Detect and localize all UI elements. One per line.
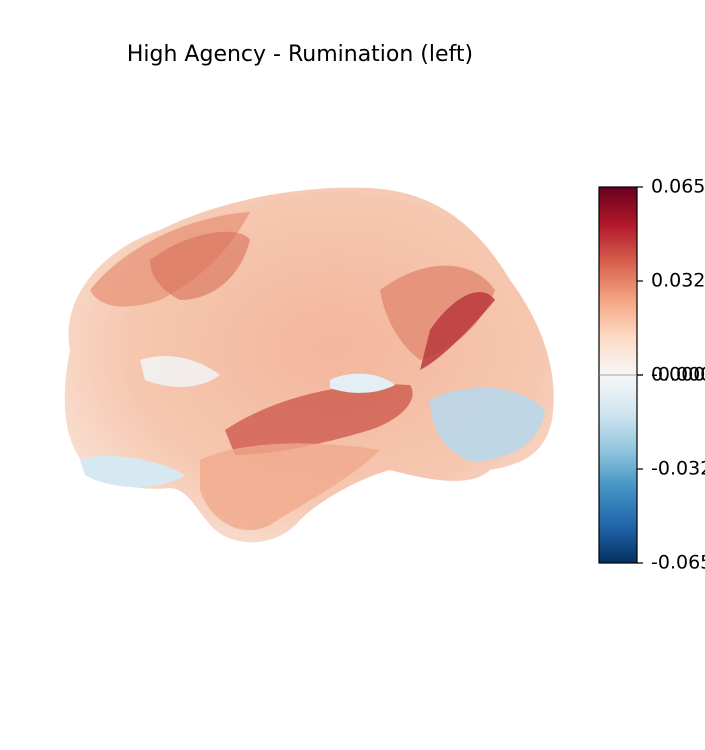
chart-title: High Agency - Rumination (left): [127, 42, 473, 67]
colorbar-tick-label: -0.065: [651, 552, 705, 574]
colorbar-tick-label: 0.000: [651, 364, 705, 386]
brain-surface: [64, 187, 554, 543]
colorbar: 0.065 0.032 0.000-0.000 -0.032 -0.065: [598, 176, 705, 574]
colorbar-tick-label: 0.032: [651, 270, 705, 292]
colorbar-tick-label: -0.000: [651, 364, 705, 386]
colorbar-tick-label: 0.065: [651, 176, 705, 198]
colorbar-tick-label: -0.032: [651, 458, 705, 480]
